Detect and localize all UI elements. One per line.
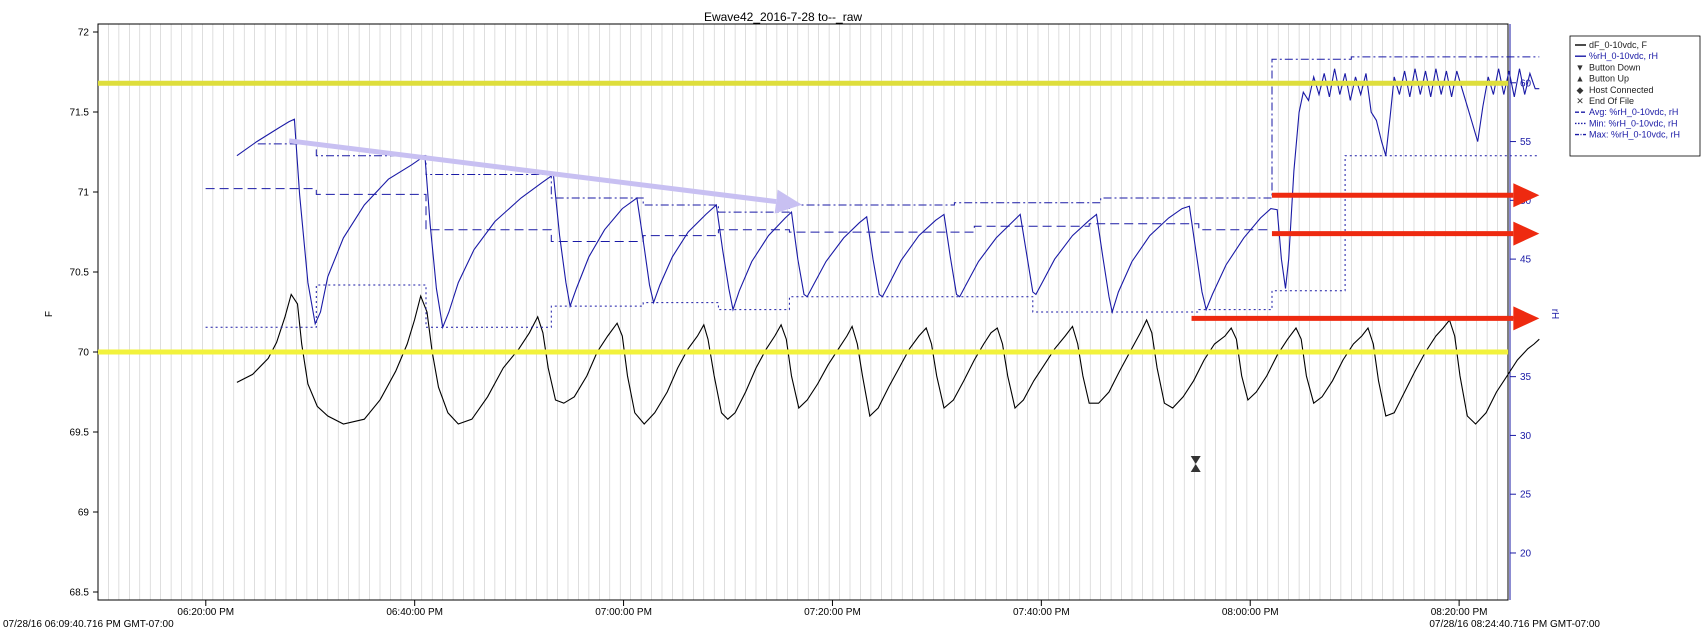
arrow-head <box>1513 183 1540 208</box>
series-avg-rh <box>205 188 1272 242</box>
hourglass-marker <box>1190 456 1201 464</box>
left-tick-label: 69.5 <box>70 428 90 439</box>
legend-label: Avg: %rH_0-10vdc, rH <box>1589 107 1678 117</box>
x-end-label: 07/28/16 08:24:40.716 PM GMT-07:00 <box>1429 619 1600 630</box>
legend: dF_0-10vdc, F%rH_0-10vdc, rH ▼ Button Down… <box>1569 35 1701 157</box>
left-tick-label: 71 <box>78 188 90 199</box>
series-layer <box>205 56 1540 425</box>
right-tick-label: 60 <box>1520 78 1532 89</box>
left-tick-label: 72 <box>78 28 90 39</box>
left-tick-label: 70 <box>78 348 90 359</box>
annotation-layer <box>98 80 1540 355</box>
legend-label: Max: %rH_0-10vdc, rH <box>1589 130 1680 140</box>
left-tick-label: 69 <box>78 508 90 519</box>
left-axis-label: F <box>44 311 55 317</box>
arrow-head <box>774 189 802 214</box>
legend-glyph: ✕ <box>1576 96 1584 106</box>
left-tick-label: 70.5 <box>70 268 90 279</box>
legend-glyph: ◆ <box>1577 85 1584 95</box>
hourglass-marker <box>1190 464 1201 472</box>
x-tick-label: 07:00:00 PM <box>595 607 652 618</box>
x-tick-label: 07:20:00 PM <box>804 607 861 618</box>
series-max-rh <box>257 56 1540 213</box>
x-axis: 06:20:00 PM 06:40:00 PM 07:00:00 PM 07:20:0… <box>177 600 1487 618</box>
x-tick-label: 07:40:00 PM <box>1013 607 1070 618</box>
legend-label: Min: %rH_0-10vdc, rH <box>1589 118 1678 128</box>
right-tick-label: 45 <box>1520 255 1532 266</box>
annotation-arrow <box>288 138 777 205</box>
right-tick-label: 35 <box>1520 372 1532 383</box>
chart-title: Ewave42_2016-7-28 to--_raw <box>704 10 862 24</box>
x-tick-label: 06:20:00 PM <box>177 607 234 618</box>
right-tick-label: 20 <box>1520 548 1532 559</box>
legend-label: End Of File <box>1589 96 1634 106</box>
legend-label: %rH_0-10vdc, rH <box>1589 51 1658 61</box>
legend-label: dF_0-10vdc, F <box>1589 40 1648 50</box>
right-axis-label: rH <box>1549 309 1560 320</box>
marker-layer <box>1190 456 1201 472</box>
right-tick-label: 55 <box>1520 137 1532 148</box>
left-tick-label: 71.5 <box>70 108 90 119</box>
series-temperature-f <box>236 293 1540 425</box>
x-tick-label: 08:20:00 PM <box>1431 607 1488 618</box>
x-tick-label: 08:00:00 PM <box>1222 607 1279 618</box>
x-tick-label: 06:40:00 PM <box>386 607 443 618</box>
left-y-axis: 68.5 69 69.5 70 70.5 71 71.5 72 <box>70 28 98 599</box>
legend-label: Button Up <box>1589 74 1629 84</box>
right-tick-label: 30 <box>1520 431 1532 442</box>
right-tick-label: 25 <box>1520 490 1532 501</box>
arrow-head <box>1513 306 1540 331</box>
series-min-rh <box>205 155 1540 328</box>
legend-box <box>1569 35 1701 157</box>
legend-glyph: ▼ <box>1576 62 1585 72</box>
legend-label: Button Down <box>1589 62 1641 72</box>
legend-label: Host Connected <box>1589 85 1654 95</box>
series-humidity-rh <box>236 68 1540 330</box>
vertical-grid <box>108 24 1498 600</box>
left-tick-label: 68.5 <box>70 588 90 599</box>
arrow-head <box>1513 221 1540 246</box>
legend-glyph: ▲ <box>1576 74 1585 84</box>
plot-area-frame <box>97 23 1509 601</box>
x-start-label: 07/28/16 06:09:40.716 PM GMT-07:00 <box>3 619 174 630</box>
